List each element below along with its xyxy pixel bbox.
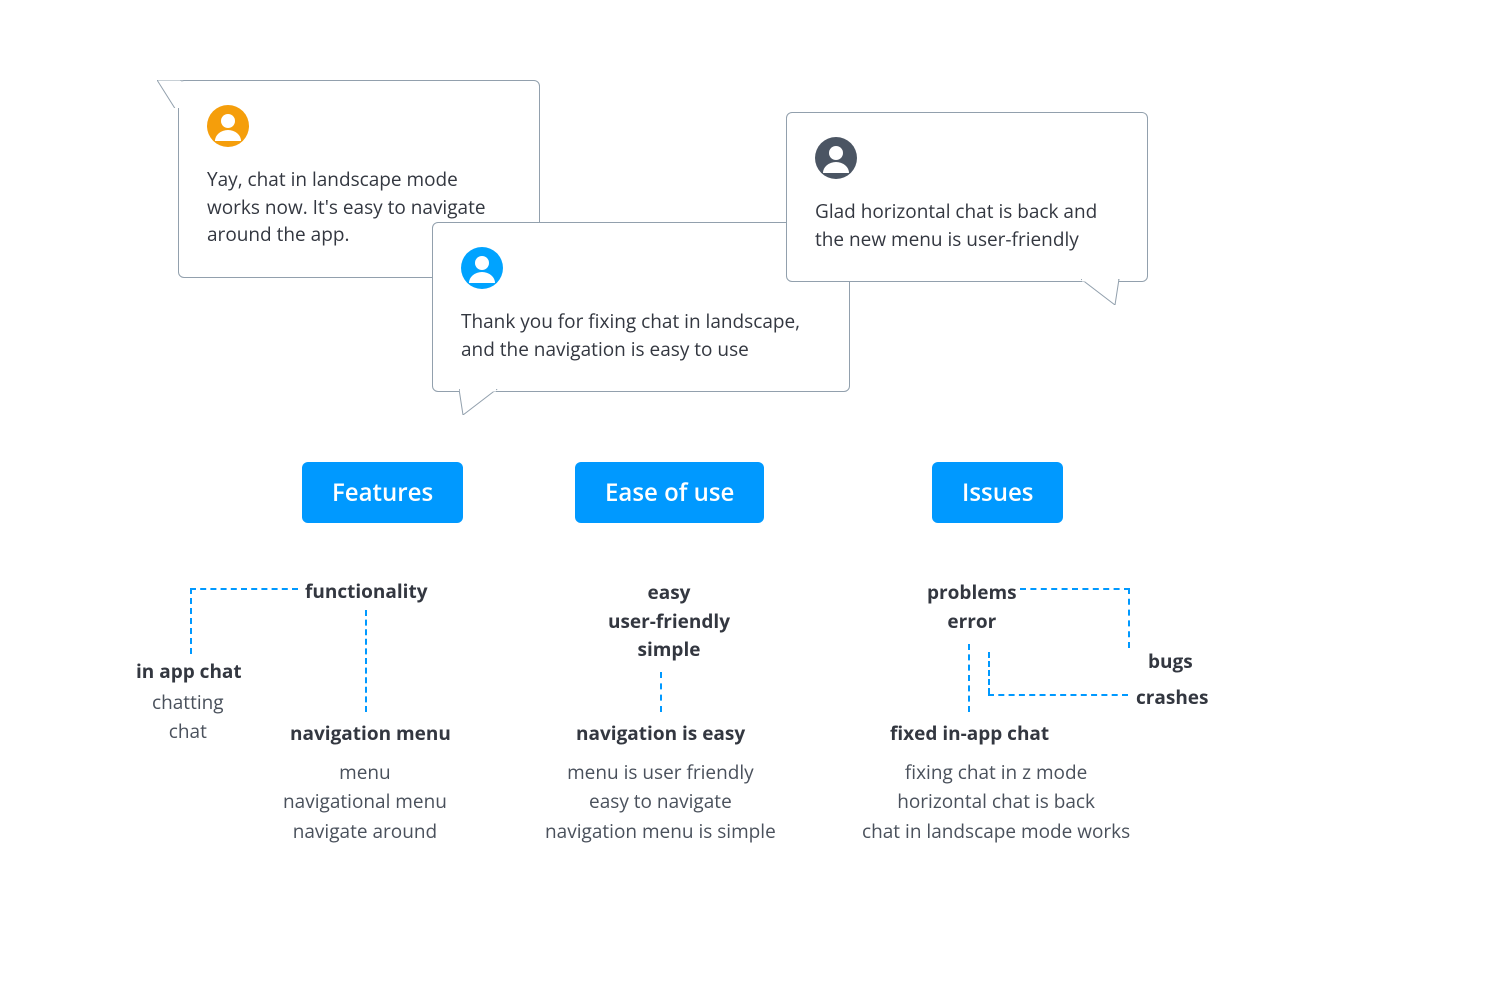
features-terms: menu navigational menu navigate around xyxy=(283,758,447,846)
ease-terms: menu is user friendly easy to navigate n… xyxy=(545,758,776,846)
avatar-row xyxy=(815,137,1119,184)
dash-line xyxy=(190,588,298,590)
term: fixing chat in z mode xyxy=(862,758,1130,787)
bubble-text: Glad horizontal chat is back and the new… xyxy=(815,198,1119,253)
dash-line xyxy=(1020,588,1130,590)
category-pill-issues: Issues xyxy=(932,462,1063,523)
term: simple xyxy=(608,635,730,664)
dash-line xyxy=(988,652,990,694)
dash-line xyxy=(988,694,1128,696)
term: navigation menu is simple xyxy=(545,817,776,846)
dash-line xyxy=(968,644,970,712)
dash-line xyxy=(1128,588,1130,648)
avatar-icon xyxy=(461,247,503,289)
features-side-terms: chatting chat xyxy=(152,688,224,747)
ease-primary-label: easy user-friendly simple xyxy=(608,578,730,664)
pill-label: Features xyxy=(332,476,433,509)
pill-label: Ease of use xyxy=(605,476,734,509)
dash-line xyxy=(660,672,662,712)
features-primary-label: functionality xyxy=(305,578,428,604)
issues-primary-label: problems error xyxy=(927,578,1017,635)
term: navigate around xyxy=(283,817,447,846)
avatar-icon xyxy=(207,105,249,147)
term: menu is user friendly xyxy=(545,758,776,787)
term: problems xyxy=(927,578,1017,607)
term: chat xyxy=(152,717,224,746)
speech-bubble-3: Glad horizontal chat is back and the new… xyxy=(786,112,1148,282)
avatar-row xyxy=(461,247,821,294)
category-pill-ease: Ease of use xyxy=(575,462,764,523)
dash-line xyxy=(190,588,192,654)
term: easy xyxy=(608,578,730,607)
term: navigational menu xyxy=(283,787,447,816)
issues-side-crashes: crashes xyxy=(1136,684,1208,710)
dash-line xyxy=(365,610,367,712)
term: error xyxy=(927,607,1017,636)
term: horizontal chat is back xyxy=(862,787,1130,816)
issues-secondary-label: fixed in-app chat xyxy=(890,720,1049,746)
features-side-label: in app chat xyxy=(136,658,242,684)
bubble-tail-icon xyxy=(1081,279,1121,305)
issues-terms: fixing chat in z mode horizontal chat is… xyxy=(862,758,1130,846)
bubble-text: Thank you for fixing chat in landscape, … xyxy=(461,308,821,363)
term: chatting xyxy=(152,688,224,717)
issues-side-bugs: bugs xyxy=(1148,648,1193,674)
features-secondary-label: navigation menu xyxy=(290,720,451,746)
bubble-tail-icon xyxy=(459,389,499,415)
avatar-icon xyxy=(815,137,857,179)
term: chat in landscape mode works xyxy=(862,817,1130,846)
avatar-row xyxy=(207,105,511,152)
category-pill-features: Features xyxy=(302,462,463,523)
term: menu xyxy=(283,758,447,787)
bubble-tail-icon xyxy=(157,80,185,108)
ease-secondary-label: navigation is easy xyxy=(576,720,745,746)
term: user-friendly xyxy=(608,607,730,636)
term: easy to navigate xyxy=(545,787,776,816)
pill-label: Issues xyxy=(962,476,1033,509)
